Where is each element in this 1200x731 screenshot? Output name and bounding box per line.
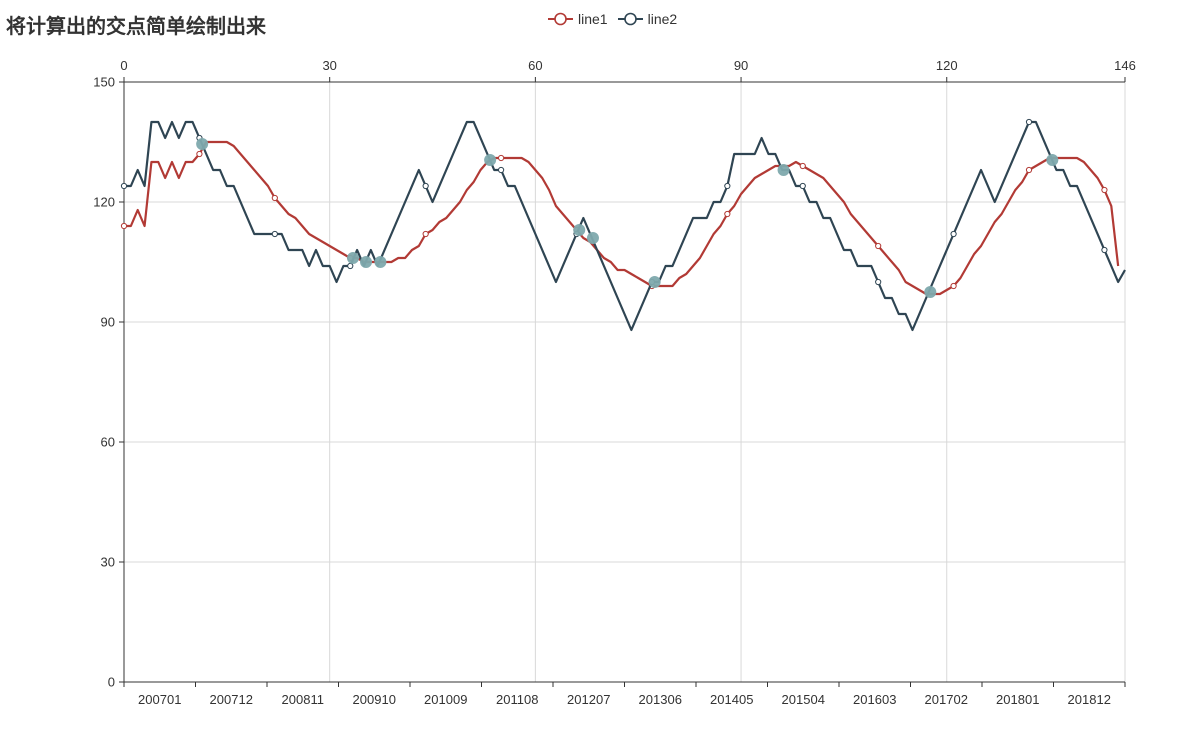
x-bottom-tick-label: 201702: [925, 692, 968, 707]
x-bottom-tick-label: 200712: [210, 692, 253, 707]
x-bottom-tick-label: 201801: [996, 692, 1039, 707]
x-bottom-tick-label: 201405: [710, 692, 753, 707]
y-tick-label: 60: [101, 435, 115, 450]
intersection-point: [346, 252, 359, 264]
legend: line1 line2: [548, 11, 677, 27]
intersection-point: [1046, 154, 1059, 166]
data-point-line1: [497, 154, 505, 162]
x-top-tick-label: 90: [734, 58, 748, 73]
x-bottom-tick-label: 201504: [782, 692, 825, 707]
data-point-line2: [271, 230, 278, 238]
x-top-tick-label: 0: [120, 58, 127, 73]
data-point-line1: [875, 242, 882, 250]
y-tick-label: 120: [93, 195, 115, 210]
data-point-line2: [950, 230, 957, 238]
data-point-line2: [875, 278, 882, 286]
y-tick-label: 90: [101, 315, 115, 330]
x-top-tick-label: 146: [1114, 58, 1136, 73]
legend-item-line1[interactable]: line1: [548, 11, 608, 27]
data-point-line1: [950, 282, 957, 290]
x-bottom-tick-label: 200910: [353, 692, 396, 707]
y-tick-label: 150: [93, 75, 115, 90]
data-point-line2: [799, 182, 806, 190]
data-point-line1: [799, 162, 806, 170]
legend-item-line2[interactable]: line2: [617, 11, 678, 27]
legend-label-line1: line1: [578, 11, 608, 27]
data-point-line1: [422, 230, 429, 238]
x-bottom-tick-label: 201108: [496, 692, 538, 707]
x-bottom-tick-label: 201603: [853, 692, 896, 707]
intersection-point: [586, 232, 599, 244]
x-top-tick-label: 60: [528, 58, 542, 73]
data-point-line2: [497, 166, 505, 174]
intersection-point: [924, 286, 937, 298]
data-point-line1: [1101, 186, 1108, 194]
data-point-line1: [196, 150, 203, 158]
intersection-point: [484, 154, 497, 166]
intersection-point: [360, 256, 373, 268]
data-point-line1: [120, 222, 128, 230]
x-top-tick-label: 30: [322, 58, 336, 73]
legend-line1-icon: [548, 12, 573, 26]
y-tick-label: 0: [108, 675, 115, 690]
intersection-point: [196, 138, 209, 150]
chart-title: 将计算出的交点简单绘制出来: [6, 14, 266, 38]
series-line-line2: [124, 120, 1126, 332]
data-point-line2: [1101, 246, 1108, 254]
x-bottom-tick-label: 201812: [1068, 692, 1111, 707]
intersection-point: [648, 276, 661, 288]
data-point-line1: [724, 210, 731, 218]
legend-label-line2: line2: [647, 11, 678, 27]
data-point-line2: [422, 182, 429, 190]
x-bottom-tick-label: 200701: [138, 692, 181, 707]
data-point-line1: [271, 194, 278, 202]
data-point-line1: [1025, 166, 1033, 174]
x-bottom-tick-label: 201306: [639, 692, 682, 707]
x-top-tick-label: 120: [936, 58, 958, 73]
intersection-point: [777, 164, 790, 176]
intersection-point: [573, 224, 586, 236]
legend-line2-icon: [617, 12, 643, 26]
x-bottom-tick-label: 200811: [282, 692, 324, 707]
data-point-line2: [1025, 118, 1033, 126]
x-bottom-tick-label: 201207: [567, 692, 610, 707]
x-bottom-tick-label: 201009: [424, 692, 467, 707]
y-tick-label: 30: [101, 555, 115, 570]
intersection-point: [374, 256, 387, 268]
data-point-line2: [120, 182, 128, 190]
data-point-line2: [724, 182, 731, 190]
series-line-line1: [124, 140, 1120, 296]
data-point-line2: [347, 262, 354, 270]
